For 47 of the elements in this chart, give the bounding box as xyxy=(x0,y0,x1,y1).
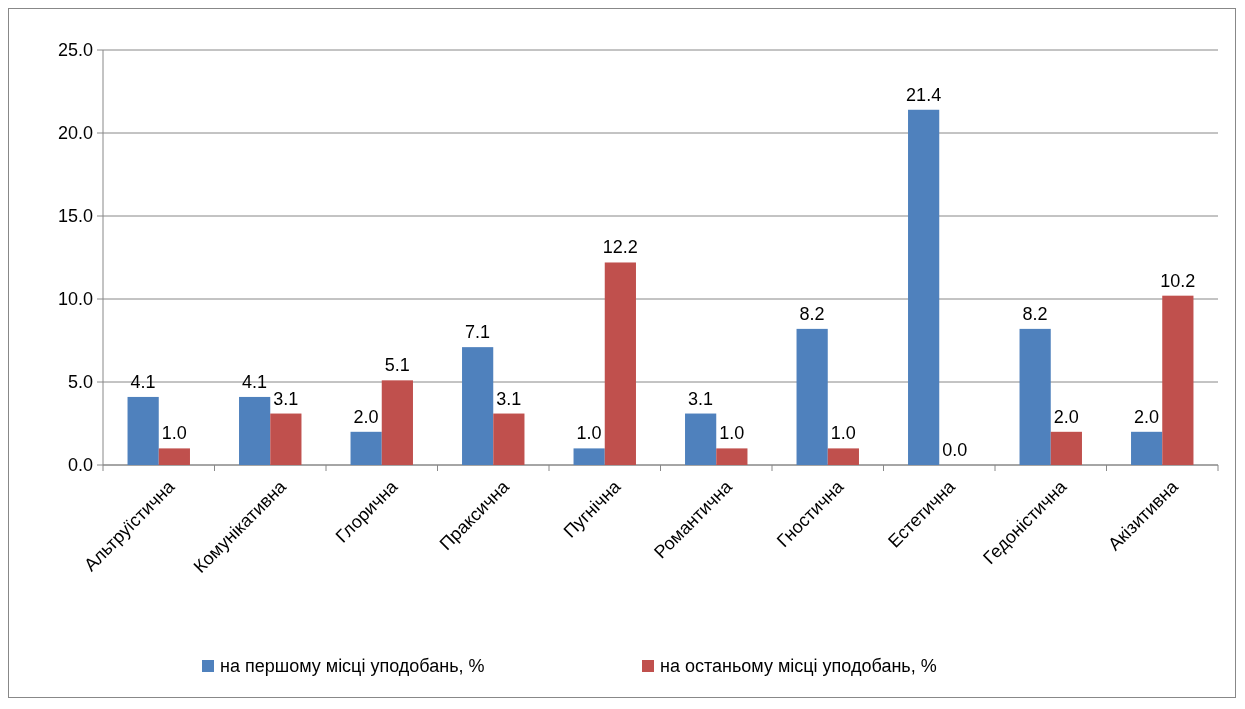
legend-label: на останьому місці уподобань, % xyxy=(660,656,937,677)
data-label: 4.1 xyxy=(242,371,268,392)
data-label: 3.1 xyxy=(496,388,522,409)
data-label: 2.0 xyxy=(353,406,379,427)
bar xyxy=(1162,295,1194,465)
bar xyxy=(604,262,636,465)
bar xyxy=(158,448,190,465)
bar xyxy=(908,109,940,465)
bar xyxy=(716,448,748,465)
data-label: 2.0 xyxy=(1053,406,1079,427)
data-label: 3.1 xyxy=(688,388,714,409)
data-label: 5.1 xyxy=(384,355,410,376)
bar xyxy=(827,448,859,465)
y-tick-label: 10.0 xyxy=(57,289,93,310)
legend-label: на першому місці уподобань, % xyxy=(220,656,485,677)
y-tick-label: 5.0 xyxy=(67,372,93,393)
y-tick-label: 15.0 xyxy=(57,206,93,227)
bar xyxy=(462,347,494,465)
data-label: 7.1 xyxy=(465,322,491,343)
data-label: 1.0 xyxy=(719,423,745,444)
data-label: 1.0 xyxy=(161,423,187,444)
data-label: 21.4 xyxy=(906,84,942,105)
data-label: 1.0 xyxy=(830,423,856,444)
data-label: 10.2 xyxy=(1160,270,1196,291)
y-tick-label: 0.0 xyxy=(67,455,93,476)
bar xyxy=(685,413,717,465)
bar xyxy=(573,448,605,465)
data-label: 8.2 xyxy=(799,303,825,324)
bar xyxy=(239,396,271,465)
data-label: 3.1 xyxy=(273,388,299,409)
bar xyxy=(270,413,302,465)
data-label: 1.0 xyxy=(576,423,602,444)
data-label: 4.1 xyxy=(130,371,156,392)
data-label: 12.2 xyxy=(602,237,638,258)
y-tick-label: 25.0 xyxy=(57,40,93,61)
bar xyxy=(1050,431,1082,465)
data-label: 2.0 xyxy=(1134,406,1160,427)
bar xyxy=(1019,328,1051,465)
bar xyxy=(381,380,413,465)
data-label: 0.0 xyxy=(942,440,968,460)
bar xyxy=(127,396,159,465)
bar xyxy=(493,413,525,465)
bar xyxy=(1131,431,1163,465)
bar xyxy=(796,328,828,465)
bar xyxy=(350,431,382,465)
data-label: 8.2 xyxy=(1022,303,1048,324)
y-tick-label: 20.0 xyxy=(57,123,93,144)
